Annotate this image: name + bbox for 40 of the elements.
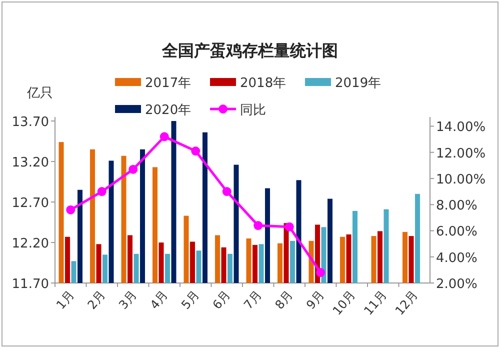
x-tick-label: 12月 xyxy=(392,288,421,318)
point xyxy=(128,164,138,174)
x-tick-label: 3月 xyxy=(116,288,140,312)
y-tick-label: 13.20 xyxy=(12,156,49,170)
y2-tick-label: 12.00% xyxy=(436,146,486,162)
point xyxy=(66,205,76,214)
point xyxy=(254,221,263,230)
y2-tick-label: 8.00% xyxy=(436,198,478,214)
y2-tick-label: 2.00% xyxy=(436,277,478,292)
x-tick-label: 5月 xyxy=(178,288,202,312)
y-tick-label: 13.70 xyxy=(12,115,49,130)
y2-tick-label: 10.00% xyxy=(436,172,486,188)
x-tick-label: 8月 xyxy=(272,288,296,312)
x-tick-label: 1月 xyxy=(54,288,77,312)
legend-label: 同比 xyxy=(240,103,266,118)
y2-tick-label: 4.00% xyxy=(436,250,478,266)
x-tick-label: 9月 xyxy=(304,288,327,312)
point xyxy=(316,268,326,278)
x-tick-label: 2月 xyxy=(84,288,108,312)
point xyxy=(191,146,200,156)
x-tick-label: 10月 xyxy=(330,288,358,318)
y-axis-title: 亿只 xyxy=(26,86,53,101)
point xyxy=(284,222,294,232)
y-tick-label: 12.70 xyxy=(12,196,49,211)
y2-tick-label: 14.00% xyxy=(436,120,486,136)
y-tick-label: 11.70 xyxy=(12,277,49,292)
x-tick-label: 6月 xyxy=(210,288,234,312)
point xyxy=(160,132,169,142)
legend-label: 2018年 xyxy=(240,76,286,91)
chart-title: 全国产蛋鸡存栏量统计图 xyxy=(161,41,338,60)
x-tick-label: 7月 xyxy=(241,288,264,312)
point xyxy=(97,187,106,196)
x-tick-label: 4月 xyxy=(147,288,171,312)
y2-tick-label: 6.00% xyxy=(436,224,478,240)
legend-label: 2019年 xyxy=(335,76,382,91)
x-tick-label: 11月 xyxy=(361,288,390,318)
y-tick-label: 12.20 xyxy=(12,236,49,252)
point xyxy=(222,187,232,196)
legend-label: 2020年 xyxy=(145,103,192,118)
legend-label: 2017年 xyxy=(145,76,192,91)
